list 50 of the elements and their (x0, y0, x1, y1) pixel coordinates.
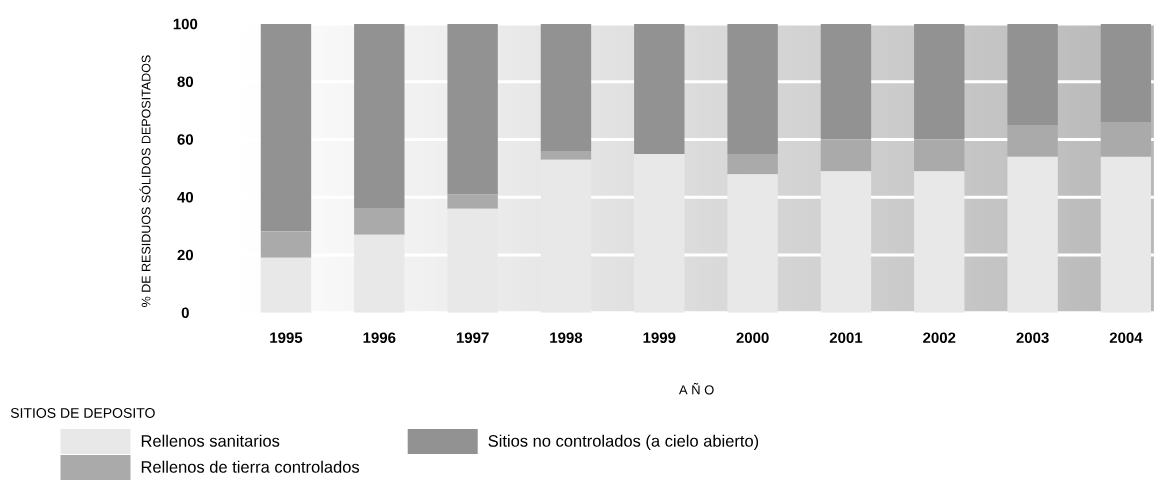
x-tick-label: 2004 (1109, 332, 1143, 344)
bar (260, 231, 312, 258)
x-tick-label: 1998 (550, 332, 583, 344)
y-tick-label: 40 (177, 191, 194, 203)
bar (447, 24, 498, 195)
bar (914, 24, 965, 140)
bar (634, 153, 685, 313)
bar (540, 151, 592, 160)
bar (634, 24, 685, 154)
y-tick-label: 100 (173, 18, 198, 30)
y-tick-label: 0 (181, 307, 189, 319)
bar (820, 171, 872, 313)
bar (1100, 122, 1152, 157)
x-tick-label: 2003 (1016, 332, 1049, 344)
legend-title: SITIOS DE DEPOSITO (10, 408, 155, 418)
bar (820, 24, 872, 140)
bar (914, 171, 965, 313)
x-tick-label: 2001 (829, 332, 863, 344)
y-axis-title: % DE RESIDUOS SÓLIDOS DEPOSITADOS (139, 55, 151, 307)
y-tick-label: 20 (177, 249, 194, 261)
y-tick-label: 60 (177, 134, 194, 145)
x-tick-label: 2000 (736, 332, 769, 344)
bar (1007, 24, 1058, 126)
x-tick-label: 1995 (270, 332, 303, 344)
bar (447, 194, 498, 209)
x-tick-label: 1999 (643, 332, 676, 344)
bar (354, 234, 405, 313)
legend-label: Sitios no controlados (a cielo abierto) (488, 434, 759, 451)
bar (727, 24, 778, 154)
bar (1100, 24, 1152, 123)
x-tick-label: 1996 (363, 332, 396, 344)
bar (914, 139, 965, 172)
bar (820, 139, 872, 172)
bar (354, 208, 405, 235)
bar (727, 174, 778, 313)
y-tick-label: 80 (177, 76, 194, 88)
x-axis-title: A Ñ O (678, 382, 714, 395)
bar (447, 208, 498, 313)
bar (1100, 156, 1152, 313)
legend-label: Rellenos sanitarios (141, 434, 280, 447)
bar (260, 257, 312, 313)
bar (1007, 125, 1058, 157)
bar (1007, 156, 1058, 313)
bar (540, 24, 592, 152)
bar (354, 24, 405, 209)
legend-label: Rellenos de tierra controlados (141, 460, 360, 473)
x-tick-label: 1997 (456, 332, 489, 344)
bar (727, 153, 778, 175)
bar (260, 24, 312, 232)
x-tick-label: 2002 (923, 332, 956, 344)
